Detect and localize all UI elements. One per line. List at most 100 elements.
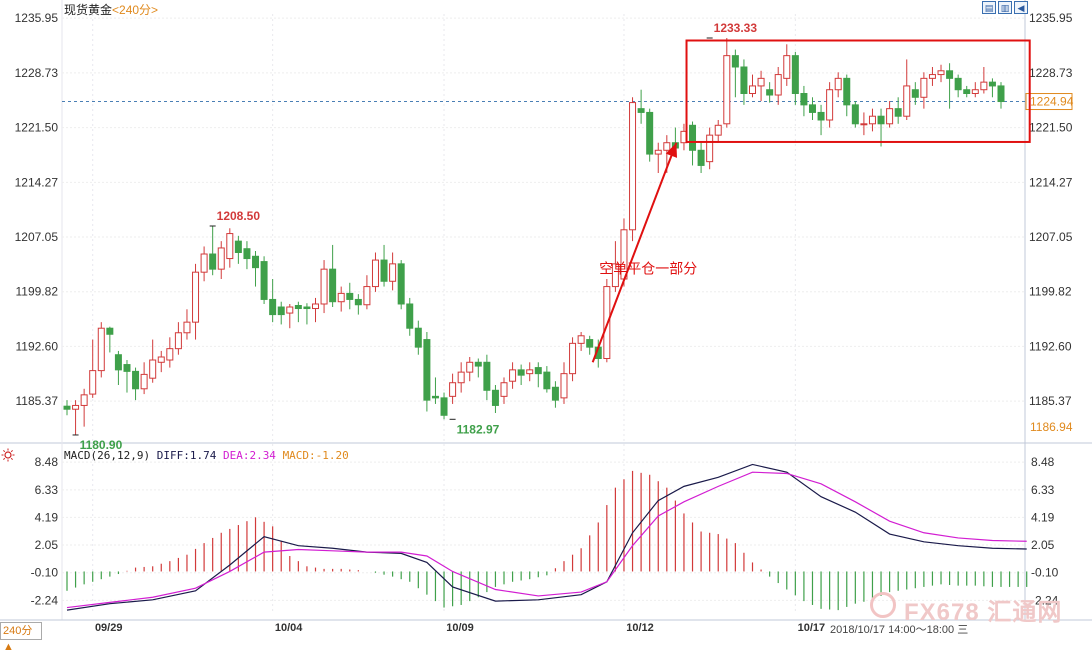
price-tick-label-left: 1192.60 [16,339,59,353]
candle-body [731,55,739,68]
candle-body [123,364,131,372]
candle [80,388,88,427]
candle-body [140,373,148,390]
candle-body [234,240,242,253]
price-tick-label: 1228.73 [1029,66,1073,80]
candle [466,356,474,382]
price-tick-label: 1235.95 [1029,11,1073,25]
candle-body [526,369,534,375]
extreme-label: 1182.97 [457,422,500,436]
candle [954,74,962,98]
candle [689,121,697,166]
candle [389,252,397,291]
candle [509,362,517,389]
callout-arrow-head [665,142,678,158]
extreme-label: 1208.50 [217,209,261,223]
macd-tick-label-left: 8.48 [35,455,59,469]
candle-body [629,102,637,231]
candle [928,67,936,86]
candle [449,373,457,404]
candle [329,244,337,308]
candle-body [714,124,722,136]
candle [97,322,105,378]
candle [774,67,782,105]
candle [106,326,114,353]
candle [149,339,157,383]
candle [303,303,311,325]
candle-body [860,123,868,126]
toolbar-button-2[interactable]: ▥ [998,1,1012,14]
period-label[interactable]: <240分> [112,3,159,17]
candle-body [457,371,465,384]
candle [937,64,945,83]
candle [217,241,225,279]
candle-body [320,268,328,305]
candle [817,104,825,136]
candle [706,127,714,170]
candle [354,294,362,315]
candle-body [740,66,748,94]
candle [697,142,705,173]
candle-body [911,89,919,98]
candle-body [783,55,791,79]
macd-tick-label: -2.24 [1031,593,1059,607]
candle-body [894,108,902,117]
candle-body [928,74,936,79]
candle-body [637,108,645,113]
candle [731,49,739,98]
candle-body [569,342,577,375]
candle-body [689,124,697,151]
candle [714,120,722,143]
candle-body [800,93,808,106]
candle-body [114,354,122,371]
dea-label: DEA:2.34 [222,449,276,462]
candle [294,301,302,323]
candle-body [474,361,482,367]
macd-settings-icon-ray [3,457,6,460]
candle [560,362,568,404]
period-button[interactable]: 240分 ▲ [0,622,42,653]
candle [834,72,842,98]
candle [851,101,859,128]
candle [174,322,182,355]
toolbar-button-1[interactable]: ▤ [982,1,996,14]
candle [209,226,217,276]
candle-body [440,397,448,416]
callout-text: 空单平仓一部分 [599,261,697,277]
candle [894,97,902,124]
candle-body [791,55,799,94]
candle-body [817,111,825,121]
toolbar-button-3[interactable]: ◀ [1014,1,1028,14]
candle [783,44,791,86]
candle-body [937,70,945,76]
candle-body [252,255,260,269]
candle-body [577,335,585,344]
candle [269,279,277,323]
candle [346,282,354,310]
price-tick-label: 1185.37 [1029,394,1072,408]
candle [252,250,260,287]
price-tick-label: 1207.05 [1029,230,1073,244]
candle [911,82,919,105]
candle [72,400,80,435]
candle [543,366,551,393]
candle [843,74,851,117]
candle [226,228,234,268]
candle [971,82,979,98]
candle-body [954,77,962,91]
date-tick-label: 09/29 [95,622,123,634]
macd-tick-label-left: 2.05 [35,538,59,552]
candle-body [466,361,474,373]
candle-body [157,356,165,363]
candle-body [363,286,371,306]
candle-body [414,327,422,348]
candle [440,392,448,420]
candle [903,59,911,120]
macd-tick-label: 8.48 [1031,455,1055,469]
candle-body [877,115,885,125]
candle [63,400,71,416]
macd-tick-label-left: 4.19 [35,510,59,524]
candle-body [72,404,80,410]
candle [123,360,131,393]
